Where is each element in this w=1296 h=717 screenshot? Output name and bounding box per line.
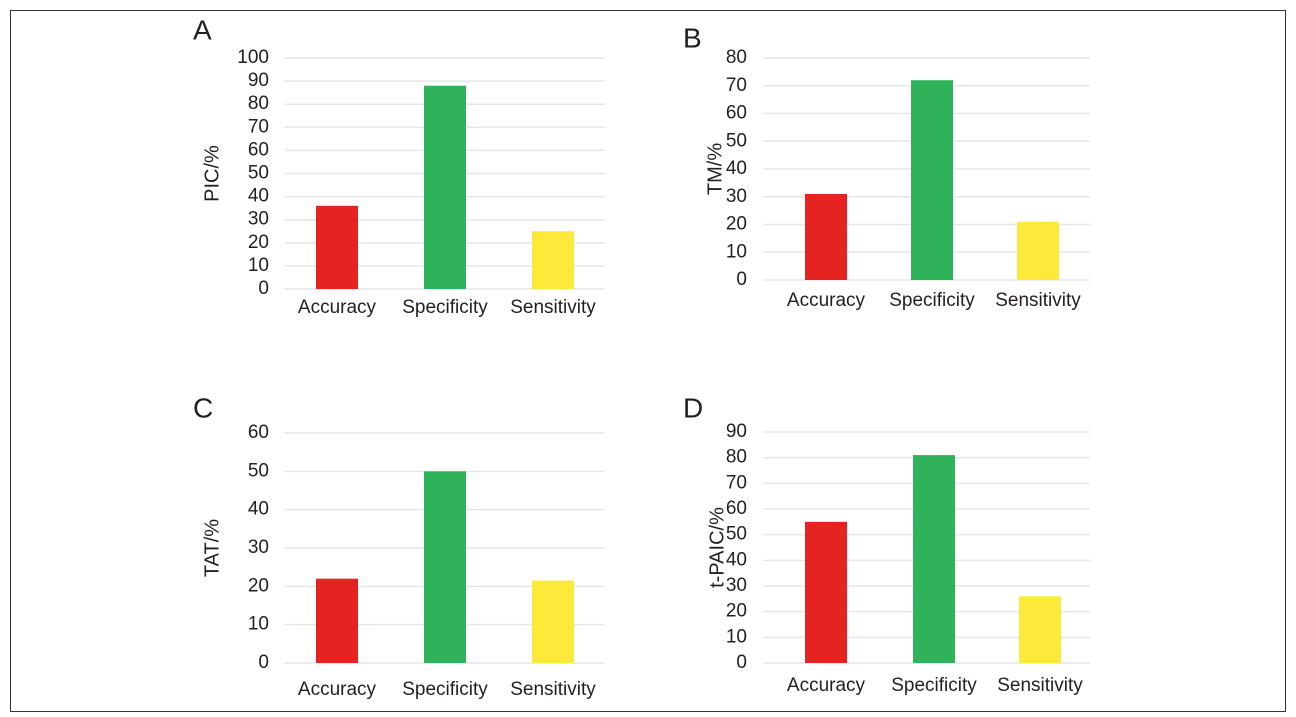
x-tick-label: Accuracy [298, 679, 377, 700]
x-tick-label: Accuracy [787, 290, 866, 311]
bar [911, 80, 953, 280]
y-tick-label: 20 [726, 214, 747, 235]
y-tick-label: 30 [248, 537, 269, 558]
y-tick-label: 0 [736, 269, 747, 290]
y-tick-label: 90 [726, 421, 747, 442]
y-tick-label: 70 [248, 116, 269, 137]
y-tick-label: 60 [726, 498, 747, 519]
x-tick-label: Specificity [402, 297, 488, 318]
bar [805, 521, 847, 663]
y-tick-label: 60 [726, 103, 747, 124]
bar [316, 205, 358, 289]
y-tick-label: 60 [248, 422, 269, 443]
y-tick-label: 20 [726, 601, 747, 622]
x-tick-label: Sensitivity [510, 297, 596, 318]
y-tick-label: 70 [726, 75, 747, 96]
y-tick-label: 10 [726, 241, 747, 262]
x-tick-label: Specificity [889, 290, 975, 311]
y-tick-label: 50 [726, 524, 747, 545]
bar [316, 578, 358, 663]
bar [1019, 596, 1061, 663]
y-tick-label: 70 [726, 472, 747, 493]
y-tick-label: 50 [248, 460, 269, 481]
bar [913, 455, 955, 663]
y-tick-label: 90 [248, 70, 269, 91]
panel-letter: B [683, 22, 702, 53]
x-tick-label: Specificity [891, 675, 977, 696]
panel-letter: A [193, 14, 212, 45]
bar [532, 231, 574, 289]
x-tick-label: Accuracy [298, 297, 377, 318]
y-tick-label: 0 [736, 652, 747, 673]
y-tick-label: 20 [248, 575, 269, 596]
x-tick-label: Specificity [402, 679, 488, 700]
y-tick-label: 40 [726, 158, 747, 179]
y-tick-label: 80 [726, 447, 747, 468]
y-tick-label: 10 [248, 255, 269, 276]
y-tick-label: 80 [248, 93, 269, 114]
y-tick-label: 50 [726, 130, 747, 151]
y-tick-label: 10 [248, 614, 269, 635]
y-tick-label: 30 [726, 575, 747, 596]
x-tick-label: Sensitivity [997, 675, 1083, 696]
y-tick-label: 30 [726, 186, 747, 207]
y-tick-label: 20 [248, 232, 269, 253]
bar [532, 580, 574, 663]
y-tick-label: 40 [248, 186, 269, 207]
panel-letter: D [683, 392, 703, 423]
frame [10, 10, 1286, 712]
panel-letter: C [193, 392, 213, 423]
x-tick-label: Sensitivity [995, 290, 1081, 311]
y-tick-label: 0 [258, 652, 269, 673]
y-tick-label: 10 [726, 626, 747, 647]
bar [1017, 221, 1059, 280]
bar [424, 85, 466, 289]
y-tick-label: 30 [248, 209, 269, 230]
y-tick-label: 100 [237, 47, 269, 68]
y-axis-title: TAT/% [201, 519, 223, 577]
y-axis-title: PIC/% [201, 145, 223, 202]
bar [805, 193, 847, 280]
y-tick-label: 80 [726, 47, 747, 68]
y-tick-label: 0 [258, 278, 269, 299]
x-tick-label: Sensitivity [510, 679, 596, 700]
y-tick-label: 60 [248, 139, 269, 160]
y-tick-label: 40 [726, 549, 747, 570]
y-axis-title: t-PAIC/% [706, 507, 728, 588]
y-tick-label: 50 [248, 163, 269, 184]
y-tick-label: 40 [248, 499, 269, 520]
bar [424, 471, 466, 663]
y-axis-title: TM/% [704, 143, 726, 195]
x-tick-label: Accuracy [787, 675, 866, 696]
